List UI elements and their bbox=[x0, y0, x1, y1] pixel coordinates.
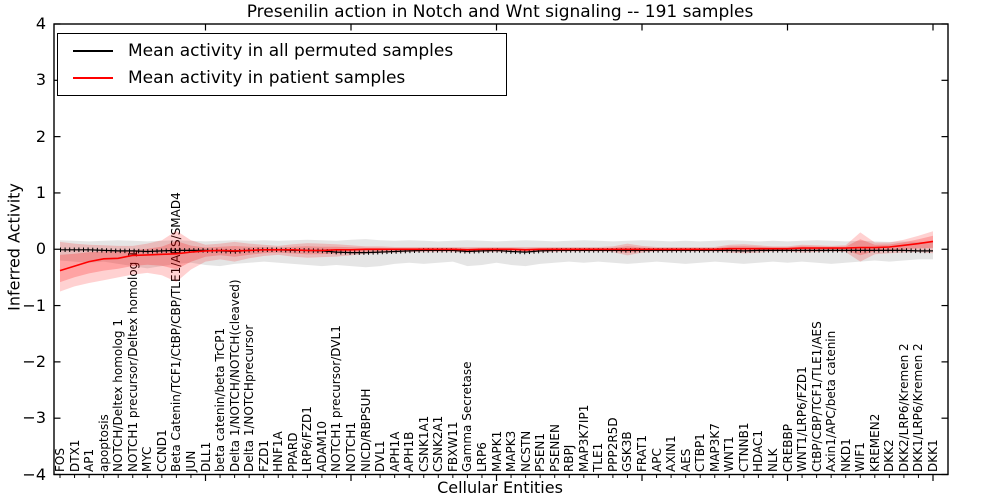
y-tick-label: 4 bbox=[35, 14, 46, 33]
legend-item: Mean activity in patient samples bbox=[58, 68, 506, 88]
x-tick-label: MAPK1 bbox=[489, 430, 504, 472]
x-tick-label: Delta 1/NOTCHprecursor bbox=[242, 324, 257, 472]
y-tick-label: 3 bbox=[35, 70, 46, 90]
x-tick-label: APC bbox=[649, 447, 664, 472]
x-tick-label: MYC bbox=[140, 446, 155, 472]
x-tick-label: APH1B bbox=[402, 431, 417, 472]
x-tick-label: CSNK1A1 bbox=[416, 415, 431, 472]
x-tick-label: CTNNB1 bbox=[736, 421, 751, 472]
x-tick-label: NCSTN bbox=[518, 430, 533, 472]
y-tick-label: −3 bbox=[22, 408, 46, 428]
legend-item-label: Mean activity in all permuted samples bbox=[128, 41, 454, 62]
y-tick-label: 1 bbox=[35, 182, 46, 202]
x-tick-label: AP1 bbox=[82, 448, 97, 472]
y-tick-label: −4 bbox=[22, 464, 46, 484]
x-tick-label: NKD1 bbox=[838, 437, 853, 472]
x-tick-label: FBXW11 bbox=[445, 421, 460, 472]
x-tick-label: LRP6/FZD1 bbox=[300, 405, 315, 472]
x-tick-label: CREBBP bbox=[780, 423, 795, 472]
x-tick-label: MAP3K7 bbox=[707, 422, 722, 472]
x-tick-label: GSK3B bbox=[620, 430, 635, 472]
x-tick-label: NOTCH/Deltex homolog 1 bbox=[111, 318, 126, 472]
x-tick-label: Axin1/APC/beta catenin bbox=[824, 330, 839, 472]
x-tick-label: FOS bbox=[53, 447, 67, 472]
x-tick-label: beta catenin/beta TrCP1 bbox=[213, 327, 228, 472]
x-tick-label: NOTCH1 precursor/Deltex homolog 1 bbox=[125, 249, 140, 472]
patient-range-band-outer bbox=[60, 230, 933, 292]
x-tick-label: PPP2R5D bbox=[605, 416, 620, 472]
x-tick-label: KREMEN2 bbox=[867, 413, 882, 472]
x-tick-label: HNF1A bbox=[271, 430, 286, 472]
legend: Mean activity in all permuted samples Mea… bbox=[57, 33, 507, 96]
x-tick-label: Delta 1/NOTCH/NOTCH(cleaved) bbox=[227, 278, 242, 472]
y-tick-label: −2 bbox=[22, 351, 46, 371]
x-tick-label: NOTCH1 precursor/DVL1 bbox=[329, 324, 344, 472]
legend-item-label: Mean activity in patient samples bbox=[128, 67, 406, 88]
legend-line-sample bbox=[73, 50, 113, 53]
x-axis-label: Cellular Entities bbox=[437, 478, 563, 497]
legend-item: Mean activity in all permuted samples bbox=[58, 41, 506, 61]
x-tick-label: CCND1 bbox=[154, 428, 169, 472]
x-tick-label: FZD1 bbox=[256, 439, 271, 472]
x-tick-label: DLL1 bbox=[198, 441, 213, 472]
x-tick-label: apoptosis bbox=[96, 413, 111, 472]
x-tick-label: DKK2 bbox=[882, 438, 897, 472]
x-tick-label: DVL1 bbox=[373, 439, 388, 472]
y-tick-label: 0 bbox=[35, 239, 46, 259]
permuted-mean-markers bbox=[60, 247, 933, 255]
x-tick-label: WNT1/LRP6/FZD1 bbox=[795, 365, 810, 472]
x-tick-label: ADAM10 bbox=[314, 420, 329, 472]
x-tick-label: CTBP1 bbox=[693, 432, 708, 472]
x-tick-label: HDAC1 bbox=[751, 429, 766, 472]
x-tick-label: NICD/RBPSUH bbox=[358, 388, 373, 472]
patient-range-band-inner bbox=[60, 235, 933, 283]
x-tick-label: FRAT1 bbox=[635, 434, 649, 472]
x-tick-label: CSNK2A1 bbox=[431, 415, 446, 472]
chart-title: Presenilin action in Notch and Wnt signa… bbox=[246, 2, 754, 22]
permuted-range-band bbox=[60, 239, 933, 269]
x-tick-label: MAP3K7IP1 bbox=[576, 404, 591, 472]
x-tick-label: DTX1 bbox=[67, 439, 82, 472]
x-tick-label: Beta Catenin/TCF1/CtBP/CBP/TLE1/AES/SMAD… bbox=[169, 191, 184, 472]
x-tick-label: DKK2/LRP6/Kremen 2 bbox=[896, 342, 911, 472]
x-tick-label: WIF1 bbox=[853, 441, 868, 472]
x-tick-label: JUN bbox=[183, 450, 198, 472]
legend-line-sample bbox=[73, 76, 113, 79]
x-tick-label: CtBP/CBP/TCF1/TLE1/AES bbox=[809, 320, 824, 472]
x-tick-label: LRP6 bbox=[474, 441, 489, 472]
x-tick-label: MAPK3 bbox=[504, 430, 519, 472]
x-tick-label: NLK bbox=[765, 447, 780, 472]
x-tick-label: AXIN1 bbox=[664, 434, 679, 472]
x-tick-label: NOTCH1 bbox=[344, 421, 358, 472]
x-tick-label: RBPJ bbox=[562, 444, 577, 472]
x-tick-label: PPARD bbox=[285, 432, 300, 472]
patient-mean-line bbox=[59, 240, 934, 272]
x-tick-label: TLE1 bbox=[591, 442, 606, 472]
x-tick-label: DKK1/LRP6/Kremen 2 bbox=[911, 342, 926, 472]
y-tick-label: −1 bbox=[22, 295, 46, 315]
x-tick-label: APH1A bbox=[387, 431, 402, 472]
x-tick-label: Gamma Secretase bbox=[460, 360, 475, 472]
x-tick-label: PSENEN bbox=[547, 423, 562, 472]
permuted-mean-line bbox=[60, 249, 933, 254]
x-tick-label: AES bbox=[678, 448, 693, 472]
x-tick-label: DKK1 bbox=[926, 438, 940, 472]
x-tick-label: WNT1 bbox=[722, 435, 737, 472]
y-tick-label: 2 bbox=[35, 126, 46, 146]
x-tick-label: PSEN1 bbox=[533, 432, 548, 472]
